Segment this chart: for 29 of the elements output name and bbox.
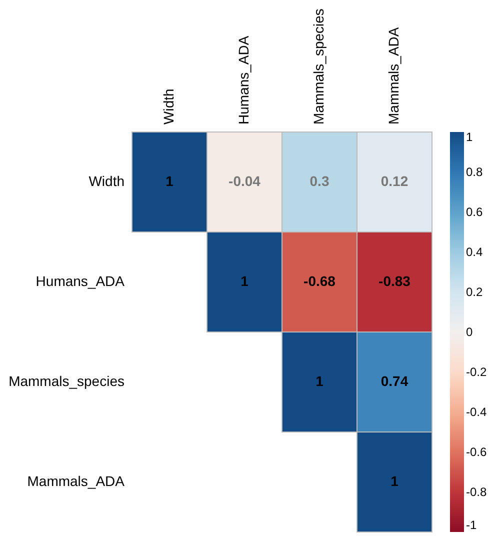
data-label: -0.68 bbox=[304, 273, 336, 289]
y-tick-label: Humans_ADA bbox=[36, 273, 126, 289]
data-label: -0.04 bbox=[228, 173, 261, 189]
y-tick-label: Mammals_ADA bbox=[27, 473, 126, 489]
color-bar-label: 0 bbox=[466, 325, 473, 339]
x-tick-label: Mammals_ADA bbox=[386, 26, 402, 124]
data-label: 1 bbox=[390, 473, 399, 489]
data-label: 1 bbox=[316, 373, 324, 389]
color-bar-label: -1 bbox=[466, 518, 477, 532]
data-label: 0.74 bbox=[380, 373, 408, 389]
x-tick-label: Width bbox=[160, 88, 176, 124]
data-label: 0.3 bbox=[310, 173, 330, 189]
color-bar-label: 0.4 bbox=[466, 245, 484, 259]
data-label: 1 bbox=[166, 173, 174, 189]
color-bar-label: -0.2 bbox=[466, 365, 488, 379]
color-bar-label: -0.4 bbox=[466, 405, 488, 419]
color-bar-label: -0.6 bbox=[466, 445, 488, 459]
y-tick-label: Width bbox=[88, 173, 124, 189]
color-bar-label: 0.6 bbox=[466, 205, 484, 219]
x-tick-label: Mammals_species bbox=[310, 8, 326, 124]
data-label: 0.12 bbox=[380, 173, 408, 189]
x-tick-label: Humans_ADA bbox=[236, 35, 252, 124]
color-bar-label: 0.8 bbox=[466, 165, 484, 179]
y-tick-label: Mammals_species bbox=[8, 373, 124, 389]
color-bar-label: 1 bbox=[466, 130, 473, 144]
data-label: 1 bbox=[240, 273, 249, 289]
color-bar-label: -0.8 bbox=[466, 485, 488, 499]
data-label: -0.83 bbox=[378, 273, 411, 289]
color-bar-label: 0.2 bbox=[466, 285, 484, 299]
